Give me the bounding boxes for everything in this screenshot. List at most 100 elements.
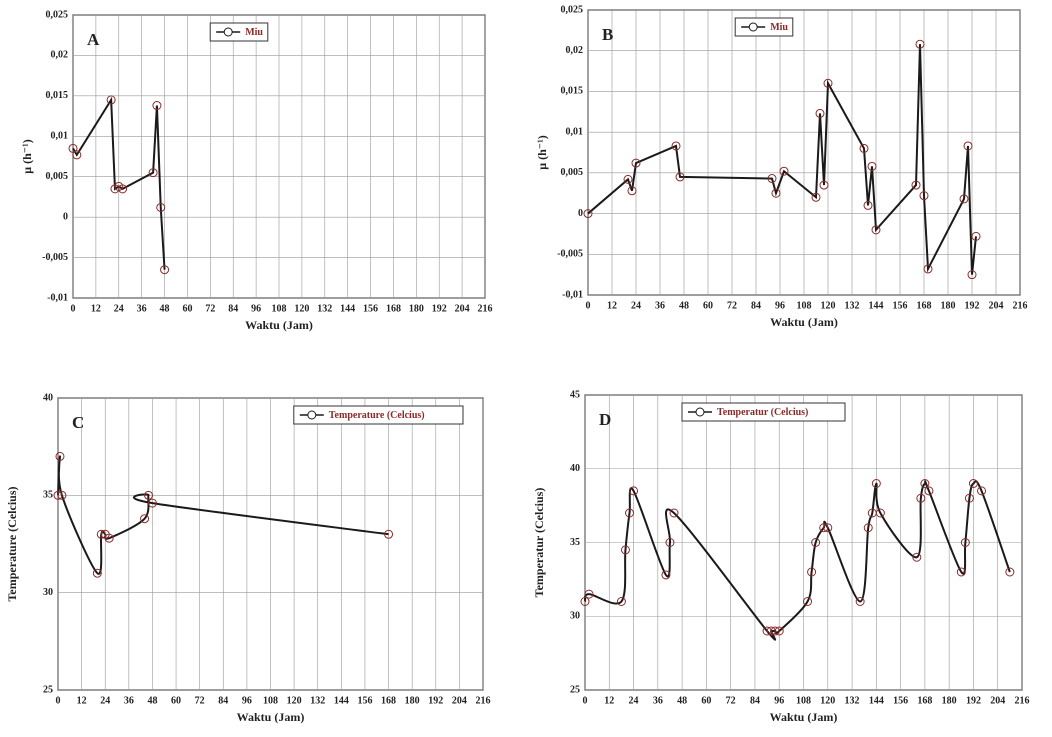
x-tick-label: 108 [796, 695, 811, 706]
x-tick-label: 168 [381, 695, 396, 706]
x-tick-label: 84 [218, 695, 228, 706]
data-point [661, 570, 671, 580]
y-tick-label: 0,025 [46, 9, 69, 20]
y-tick-label: 0,025 [561, 4, 584, 15]
x-tick-label: 144 [340, 303, 355, 314]
y-tick-label: -0,01 [562, 289, 583, 300]
x-tick-label: 24 [114, 303, 124, 314]
y-tick-label: 35 [570, 537, 580, 548]
x-tick-label: 180 [405, 695, 420, 706]
y-tick-label: 40 [43, 392, 53, 403]
y-tick-label: 40 [570, 463, 580, 474]
data-point [871, 225, 881, 235]
x-tick-label: 216 [476, 695, 491, 706]
data-point [912, 552, 922, 562]
y-tick-label: 0 [63, 211, 68, 222]
x-tick-label: 84 [750, 695, 760, 706]
x-tick-label: 204 [990, 695, 1005, 706]
x-tick-label: 108 [263, 695, 278, 706]
x-tick-label: 168 [917, 695, 932, 706]
y-tick-label: -0,005 [557, 249, 583, 260]
y-tick-label: 30 [570, 611, 580, 622]
data-point [580, 597, 590, 606]
x-tick-label: 48 [147, 695, 157, 706]
data-point [140, 514, 150, 524]
x-axis-label: Waktu (Jam) [237, 710, 305, 724]
x-tick-label: 36 [653, 695, 663, 706]
data-point [956, 567, 966, 577]
x-tick-label: 84 [751, 300, 761, 311]
data-line [587, 44, 977, 275]
x-tick-label: 36 [137, 303, 147, 314]
data-point [675, 172, 685, 182]
x-tick-label: 60 [182, 303, 192, 314]
data-point [96, 529, 106, 539]
x-tick-label: 72 [726, 695, 736, 706]
data-point [623, 174, 633, 184]
data-point [55, 451, 65, 461]
x-tick-label: 96 [775, 300, 785, 311]
data-point [919, 191, 929, 201]
panel-letter: C [72, 413, 84, 432]
data-point [584, 589, 594, 599]
legend-marker [223, 27, 233, 37]
x-tick-label: 192 [428, 695, 443, 706]
x-tick-label: 120 [294, 303, 309, 314]
y-axis-label: μ (h⁻¹) [535, 135, 549, 169]
data-point [867, 161, 877, 171]
data-point [92, 568, 102, 578]
data-point [977, 486, 987, 496]
x-tick-label: 72 [727, 300, 737, 311]
x-tick-label: 120 [820, 695, 835, 706]
x-tick-label: 0 [583, 695, 588, 706]
x-tick-label: 24 [631, 300, 641, 311]
x-tick-label: 204 [989, 300, 1004, 311]
data-point [767, 174, 777, 184]
data-point [779, 166, 789, 176]
x-tick-label: 192 [965, 300, 980, 311]
x-axis-label: Waktu (Jam) [245, 318, 313, 332]
x-tick-label: 12 [604, 695, 614, 706]
x-tick-label: 12 [607, 300, 617, 311]
data-point [815, 108, 825, 118]
x-tick-label: 72 [195, 695, 205, 706]
data-point [147, 498, 157, 508]
data-point [627, 186, 637, 196]
data-point [963, 141, 973, 151]
data-point [57, 490, 67, 500]
data-point [915, 39, 925, 49]
data-point [104, 533, 114, 543]
x-tick-label: 96 [774, 695, 784, 706]
x-tick-label: 132 [310, 695, 325, 706]
x-tick-label: 0 [586, 300, 591, 311]
data-point [855, 597, 865, 606]
y-tick-label: 0,02 [566, 45, 584, 56]
y-tick-label: 0,01 [566, 126, 584, 137]
y-axis-label: Temperature (Celcius) [5, 487, 19, 602]
y-tick-label: -0,005 [42, 252, 68, 263]
legend-label: Temperature (Celcius) [329, 410, 425, 421]
y-tick-label: 0,015 [561, 86, 584, 97]
data-point [144, 490, 154, 500]
data-point [53, 490, 63, 500]
x-tick-label: 156 [363, 303, 378, 314]
x-tick-label: 144 [334, 695, 349, 706]
data-point [68, 143, 78, 153]
legend-marker [307, 410, 317, 420]
y-tick-label: 0,005 [46, 171, 69, 182]
x-tick-label: 24 [100, 695, 110, 706]
x-tick-label: 144 [869, 300, 884, 311]
panel-letter: A [87, 30, 100, 49]
data-point [916, 493, 926, 503]
x-tick-label: 108 [272, 303, 287, 314]
y-tick-label: 30 [43, 587, 53, 598]
legend-box [681, 402, 846, 422]
x-tick-label: 96 [251, 303, 261, 314]
legend-label: Miu [245, 27, 263, 38]
data-point [583, 209, 593, 219]
y-axis-label: Temperatur (Celcius) [532, 488, 546, 598]
data-point [960, 538, 970, 547]
data-point [384, 529, 394, 539]
x-tick-label: 132 [317, 303, 332, 314]
